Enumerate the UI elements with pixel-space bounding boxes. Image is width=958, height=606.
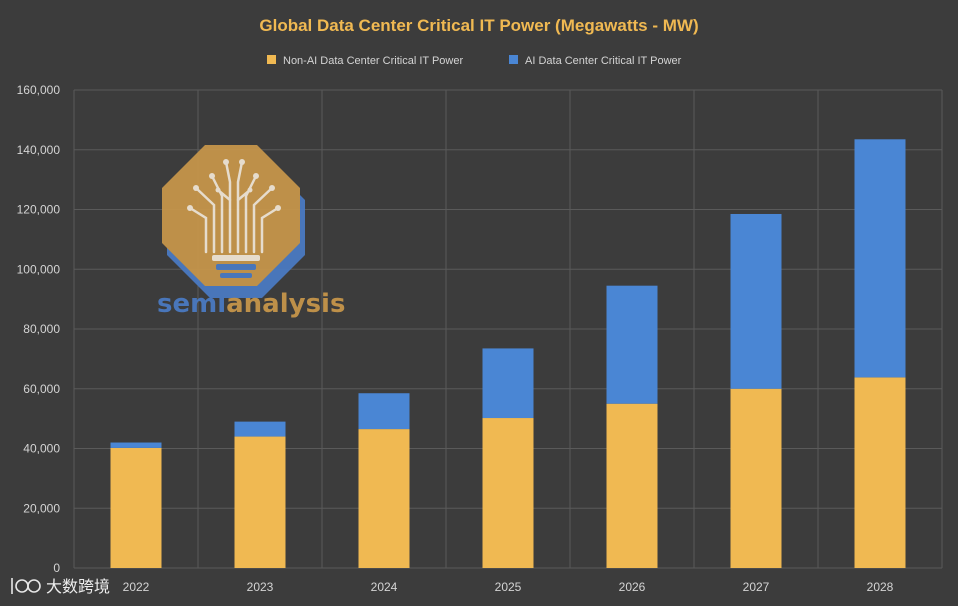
semianalysis-tree-logo-icon: [162, 145, 305, 298]
bar-non-ai-2022: [110, 447, 162, 568]
watermark: 大数跨境: [11, 577, 110, 596]
y-tick-label: 20,000: [23, 501, 60, 515]
bars: [110, 139, 906, 568]
y-tick-label: 140,000: [17, 143, 61, 157]
y-axis-ticks: 0 20,000 40,000 60,000 80,000 100,000 120,000 1…: [17, 83, 61, 575]
bar-ai-2024: [358, 393, 410, 430]
bar-non-ai-2028: [854, 377, 906, 568]
legend-label-non-ai: Non-AI Data Center Critical IT Power: [283, 55, 463, 67]
semianalysis-wordmark: semianalysis: [157, 289, 345, 319]
y-tick-label: 60,000: [23, 382, 60, 396]
x-tick-label: 2027: [743, 580, 770, 594]
y-tick-label: 80,000: [23, 322, 60, 336]
x-tick-label: 2028: [867, 580, 894, 594]
x-tick-label: 2022: [123, 580, 150, 594]
bar-non-ai-2027: [730, 388, 782, 568]
x-tick-label: 2023: [247, 580, 274, 594]
y-tick-label: 0: [53, 561, 60, 575]
x-axis-ticks: 2022 2023 2024 2025 2026 2027 2028: [123, 580, 894, 594]
grid-lines: [73, 89, 943, 569]
bar-ai-2025: [482, 348, 534, 419]
dashuju-logo-icon: [11, 578, 41, 594]
x-tick-label: 2024: [371, 580, 398, 594]
bar-non-ai-2026: [606, 403, 658, 568]
chart-title: Global Data Center Critical IT Power (Me…: [259, 16, 698, 35]
legend: Non-AI Data Center Critical IT Power AI …: [267, 55, 682, 67]
y-tick-label: 160,000: [17, 83, 61, 97]
bar-ai-2026: [606, 285, 658, 404]
bar-non-ai-2025: [482, 418, 534, 568]
x-tick-label: 2026: [619, 580, 646, 594]
bar-non-ai-2023: [234, 436, 286, 568]
semianalysis-logo: semianalysis: [157, 145, 345, 319]
legend-swatch-ai: [509, 55, 518, 64]
watermark-text: 大数跨境: [46, 577, 110, 596]
bar-non-ai-2024: [358, 429, 410, 568]
bar-ai-2023: [234, 421, 286, 437]
bar-ai-2022: [110, 442, 162, 448]
y-tick-label: 40,000: [23, 442, 60, 456]
legend-label-ai: AI Data Center Critical IT Power: [525, 55, 682, 67]
y-tick-label: 120,000: [17, 203, 61, 217]
bar-ai-2027: [730, 213, 782, 389]
x-tick-label: 2025: [495, 580, 522, 594]
legend-swatch-non-ai: [267, 55, 276, 64]
bar-ai-2028: [854, 139, 906, 378]
y-tick-label: 100,000: [17, 262, 61, 276]
